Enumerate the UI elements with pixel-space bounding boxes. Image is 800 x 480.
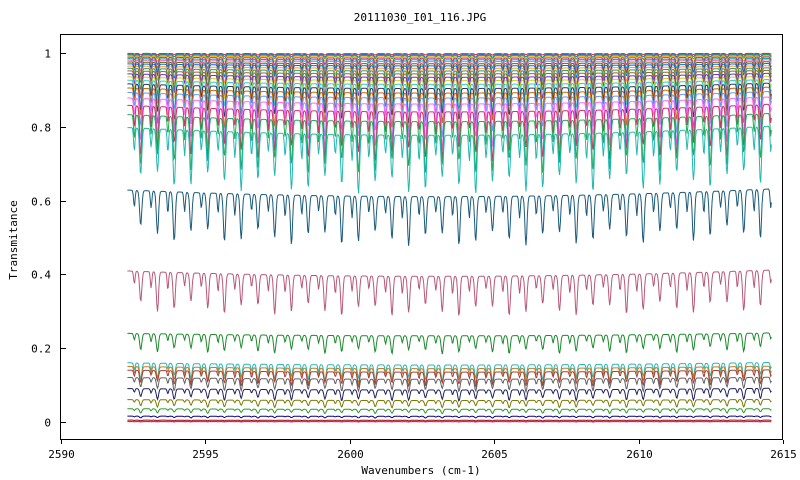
series-line xyxy=(127,96,772,150)
series-line xyxy=(127,79,772,116)
series-line xyxy=(127,53,772,58)
series-line xyxy=(127,408,772,415)
series-line xyxy=(127,188,772,246)
chart-title: 20111030_I01_116.JPG xyxy=(354,11,486,24)
series-line xyxy=(127,415,772,419)
plot-area xyxy=(127,52,772,423)
series-line xyxy=(127,376,772,394)
series-line xyxy=(127,65,772,87)
x-tick-label: 2600 xyxy=(337,448,364,461)
series-line xyxy=(127,55,772,64)
y-tick-label: 0.2 xyxy=(31,343,51,356)
series-line xyxy=(127,398,772,409)
y-axis-label: Transmitance xyxy=(7,200,20,279)
series-line xyxy=(127,82,772,124)
x-tick-label: 2595 xyxy=(192,448,219,461)
series-line xyxy=(127,269,772,316)
series-line xyxy=(127,59,772,74)
series-line xyxy=(127,419,772,422)
y-tick-label: 0.4 xyxy=(31,269,51,282)
series-line xyxy=(127,52,772,56)
series-line xyxy=(127,387,772,403)
series-line xyxy=(127,61,772,79)
series-line xyxy=(127,113,772,173)
series-line xyxy=(127,332,772,356)
series-line xyxy=(127,56,772,67)
series-line xyxy=(127,58,772,71)
y-axis: 0 0.2 0.4 0.6 0.8 1 xyxy=(31,48,66,430)
x-tick-label: 2605 xyxy=(481,448,508,461)
series-line xyxy=(127,67,772,93)
series-line xyxy=(127,72,772,103)
series-line xyxy=(127,63,772,83)
y-tick-label: 0.6 xyxy=(31,196,51,209)
y-tick-label: 1 xyxy=(44,48,51,61)
series-line xyxy=(127,369,772,389)
series-line xyxy=(127,54,772,61)
series-line xyxy=(127,90,772,140)
series-line xyxy=(127,103,772,162)
y-tick-label: 0 xyxy=(44,417,51,430)
series-line xyxy=(127,125,772,194)
plot-frame xyxy=(60,34,783,440)
x-axis-label: Wavenumbers (cm-1) xyxy=(361,464,480,477)
series-line xyxy=(127,75,772,110)
series-line xyxy=(127,362,772,383)
y-tick-label: 0.8 xyxy=(31,122,51,135)
x-tick-label: 2615 xyxy=(770,448,797,461)
x-axis: 2590 2595 2600 2605 2610 2615 xyxy=(48,440,797,461)
x-tick-label: 2590 xyxy=(48,448,75,461)
series-line xyxy=(127,69,772,97)
series-line xyxy=(127,365,772,386)
x-tick-label: 2610 xyxy=(626,448,653,461)
